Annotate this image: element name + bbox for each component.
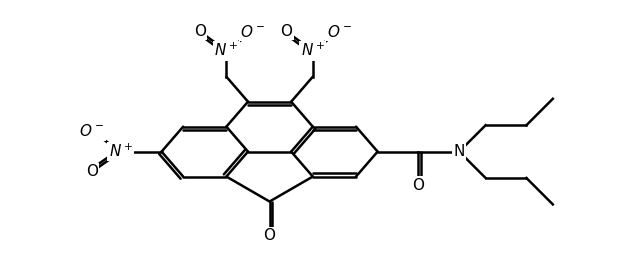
Text: $O^-$: $O^-$: [240, 24, 266, 40]
Text: $N^+$: $N^+$: [214, 42, 239, 60]
Text: O: O: [280, 24, 292, 39]
Text: $N^+$: $N^+$: [301, 42, 325, 60]
Text: $O^-$: $O^-$: [326, 24, 352, 40]
Text: $N^+$: $N^+$: [109, 143, 133, 160]
Text: O: O: [412, 178, 424, 193]
Text: O: O: [194, 24, 206, 39]
Text: O: O: [86, 164, 98, 179]
Text: N: N: [454, 144, 465, 159]
Text: $O^-$: $O^-$: [79, 124, 104, 139]
Text: O: O: [264, 228, 276, 243]
